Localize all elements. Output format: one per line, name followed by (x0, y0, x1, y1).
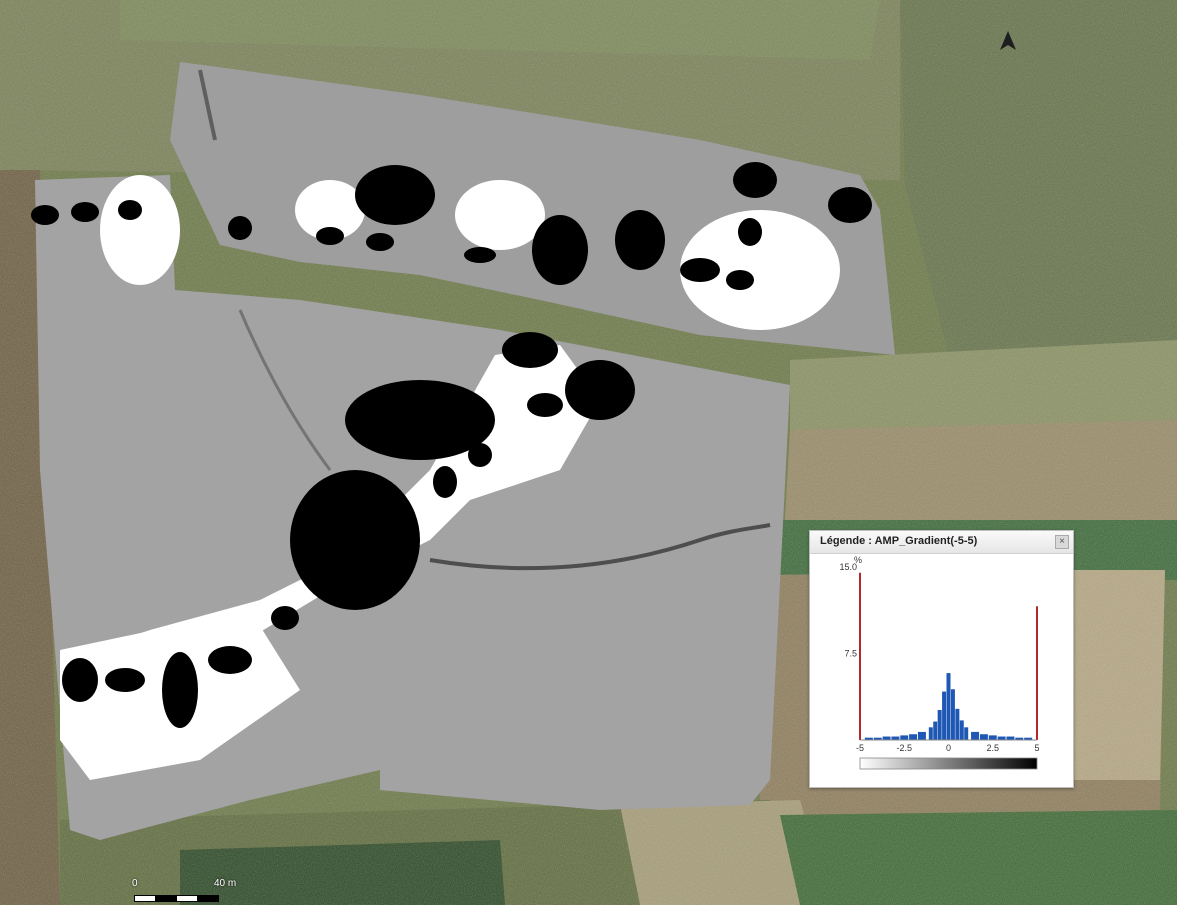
x-tick-label: -2.5 (896, 743, 912, 753)
north-arrow-icon (1000, 31, 1016, 50)
histogram-bar (946, 673, 951, 740)
x-tick-label: 2.5 (986, 743, 999, 753)
histogram-bar (937, 710, 942, 740)
histogram-bar (864, 737, 873, 740)
x-tick-label: 5 (1034, 743, 1039, 753)
x-tick-label: -5 (856, 743, 864, 753)
x-tick-label: 0 (946, 743, 951, 753)
scale-segment (155, 895, 177, 902)
legend-title: Légende : AMP_Gradient(-5-5) (820, 535, 978, 547)
histogram-bar (882, 736, 891, 740)
histogram-bar (997, 736, 1006, 740)
legend-header: Légende : AMP_Gradient(-5-5) × (810, 531, 1073, 554)
histogram-bar (1024, 737, 1033, 740)
histogram-bar (900, 735, 909, 740)
histogram-bar (950, 689, 955, 740)
histogram-bar (988, 735, 997, 740)
scale-end-label: 40 m (214, 878, 237, 889)
close-icon[interactable]: × (1055, 535, 1069, 549)
histogram-bar (964, 727, 969, 740)
scale-bar: 0 40 m (130, 878, 240, 904)
scale-segment (176, 895, 198, 902)
y-tick-label: 15.0 (839, 562, 857, 572)
y-tick-label: 7.5 (844, 649, 857, 659)
color-scale-bar (859, 757, 1038, 770)
histogram-bar (928, 727, 933, 740)
histogram-bar (955, 708, 960, 740)
histogram-bar (1015, 737, 1024, 740)
histogram-bar (1006, 736, 1015, 740)
histogram-bar (959, 720, 964, 740)
scale-segment (197, 895, 219, 902)
histogram-bar (971, 731, 980, 740)
histogram-bar (979, 734, 988, 740)
histogram-bar (909, 734, 918, 740)
histogram-bar (942, 691, 947, 740)
survey-raster (31, 62, 895, 840)
histogram-bar (891, 736, 900, 740)
histogram-bar (917, 731, 926, 740)
histogram-bar (933, 721, 938, 740)
legend-panel: Légende : AMP_Gradient(-5-5) × % 15.0 7.5 -… (809, 530, 1074, 788)
histogram-bar (873, 737, 882, 740)
histogram-chart: %15.0 7.5 -5 -2.5 0 2.5 5 (839, 555, 1040, 770)
y-unit-label: % (854, 555, 862, 565)
scale-segment (134, 895, 156, 902)
scale-zero-label: 0 (132, 878, 138, 889)
